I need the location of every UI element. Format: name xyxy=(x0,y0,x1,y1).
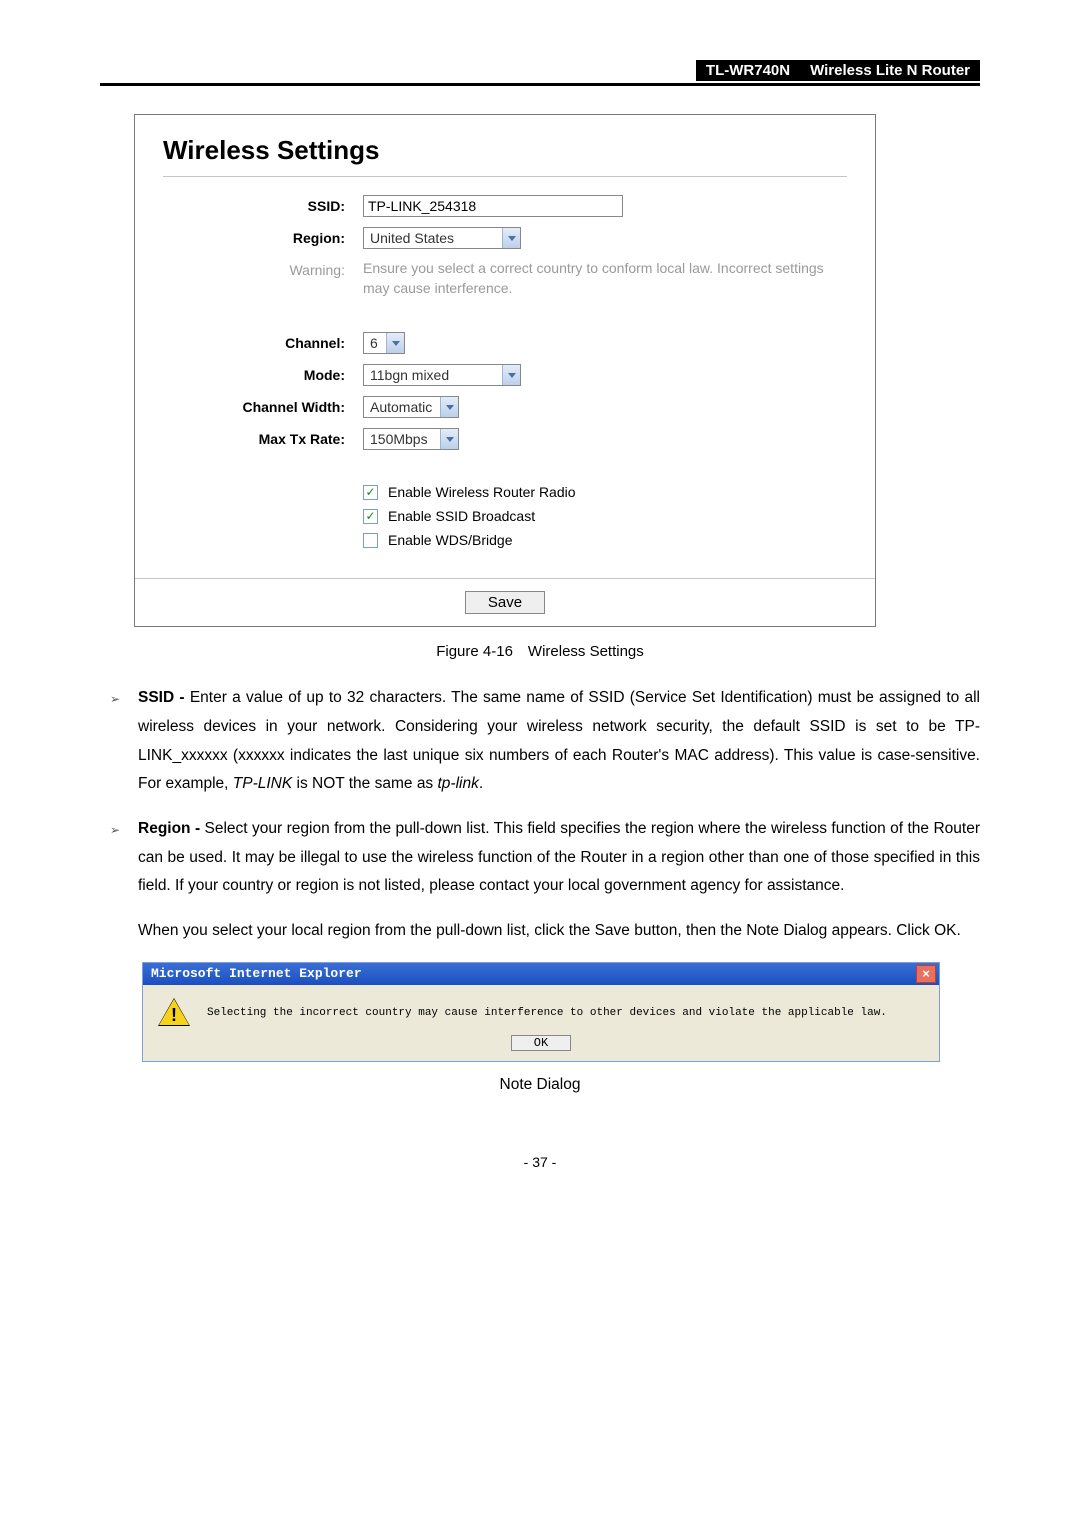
figure-caption: Figure 4-16 Wireless Settings xyxy=(100,643,980,660)
page-number: - 37 - xyxy=(100,1154,980,1170)
region-value: United States xyxy=(364,230,460,246)
chevron-down-icon xyxy=(440,397,458,417)
mode-label: Mode: xyxy=(163,364,363,383)
region-select[interactable]: United States xyxy=(363,227,521,249)
max-tx-rate-select[interactable]: 150Mbps xyxy=(363,428,459,450)
ssid-description: SSID - Enter a value of up to 32 charact… xyxy=(138,684,980,799)
close-button[interactable]: × xyxy=(916,965,936,983)
channel-select[interactable]: 6 xyxy=(363,332,405,354)
warning-icon: ! xyxy=(159,999,189,1027)
enable-ssid-broadcast-checkbox[interactable]: ✓ xyxy=(363,509,378,524)
chevron-down-icon xyxy=(386,333,404,353)
region-label: Region: xyxy=(163,227,363,246)
enable-wds-label: Enable WDS/Bridge xyxy=(388,532,513,548)
note-dialog: Microsoft Internet Explorer × ! Selectin… xyxy=(142,962,940,1062)
chevron-down-icon xyxy=(502,365,520,385)
channel-width-value: Automatic xyxy=(364,399,438,415)
chevron-down-icon xyxy=(440,429,458,449)
ok-button[interactable]: OK xyxy=(511,1035,571,1051)
max-tx-rate-value: 150Mbps xyxy=(364,431,434,447)
enable-wds-checkbox[interactable] xyxy=(363,533,378,548)
dialog-message: Selecting the incorrect country may caus… xyxy=(207,1007,923,1019)
dialog-caption: Note Dialog xyxy=(100,1076,980,1094)
mode-value: 11bgn mixed xyxy=(364,367,455,383)
header-desc: Wireless Lite N Router xyxy=(800,60,980,81)
region-continuation: When you select your local region from t… xyxy=(138,917,980,946)
region-description: Region - Select your region from the pul… xyxy=(138,815,980,901)
bullet-icon: ➢ xyxy=(110,815,138,901)
enable-radio-checkbox[interactable]: ✓ xyxy=(363,485,378,500)
ssid-input[interactable] xyxy=(363,195,623,217)
header-rule xyxy=(100,83,980,86)
enable-ssid-broadcast-label: Enable SSID Broadcast xyxy=(388,508,535,524)
header-model: TL-WR740N xyxy=(696,60,800,81)
channel-width-select[interactable]: Automatic xyxy=(363,396,459,418)
chevron-down-icon xyxy=(502,228,520,248)
mode-select[interactable]: 11bgn mixed xyxy=(363,364,521,386)
panel-divider xyxy=(163,176,847,177)
max-tx-rate-label: Max Tx Rate: xyxy=(163,428,363,447)
panel-title: Wireless Settings xyxy=(163,135,847,166)
wireless-settings-panel: Wireless Settings SSID: Region: United S… xyxy=(134,114,876,627)
warning-label: Warning: xyxy=(163,259,363,278)
ssid-label: SSID: xyxy=(163,195,363,214)
warning-text: Ensure you select a correct country to c… xyxy=(363,259,847,298)
channel-width-label: Channel Width: xyxy=(163,396,363,415)
save-button[interactable]: Save xyxy=(465,591,545,614)
channel-label: Channel: xyxy=(163,332,363,351)
dialog-title: Microsoft Internet Explorer xyxy=(151,966,362,981)
doc-header: TL-WR740N Wireless Lite N Router xyxy=(100,60,980,81)
enable-radio-label: Enable Wireless Router Radio xyxy=(388,484,576,500)
bullet-icon: ➢ xyxy=(110,684,138,799)
channel-value: 6 xyxy=(364,335,384,351)
